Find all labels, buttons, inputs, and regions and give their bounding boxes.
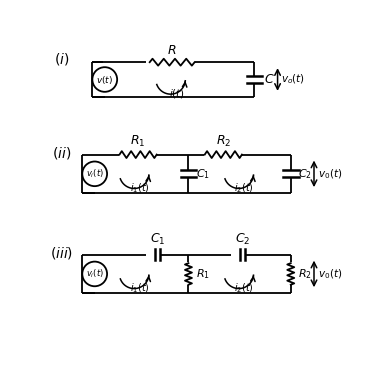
Text: $R_2$: $R_2$ [298,267,312,281]
Text: $v_i(t)$: $v_i(t)$ [86,168,104,180]
Text: $R$: $R$ [167,44,177,57]
Text: $R_2$: $R_2$ [216,134,231,149]
Text: $v_0(t)$: $v_0(t)$ [318,167,342,181]
Text: $R_1$: $R_1$ [196,267,210,281]
Text: $i_2(t)$: $i_2(t)$ [234,182,254,195]
Text: $i(t)$: $i(t)$ [169,87,185,100]
Text: $R_1$: $R_1$ [131,134,146,149]
Text: $C_2$: $C_2$ [235,232,250,247]
Text: $v_i(t)$: $v_i(t)$ [86,268,104,280]
Text: $C$: $C$ [264,73,274,86]
Text: $C_1$: $C_1$ [196,167,210,181]
Text: $C_1$: $C_1$ [150,232,165,247]
Text: $(iii)$: $(iii)$ [50,245,73,261]
Text: $v_o(t)$: $v_o(t)$ [282,73,305,86]
Text: $v(t)$: $v(t)$ [96,74,113,86]
Text: $i_2(t)$: $i_2(t)$ [234,282,254,295]
Text: $i_1(t)$: $i_1(t)$ [130,282,150,295]
Text: $(ii)$: $(ii)$ [52,144,71,161]
Text: $C_2$: $C_2$ [298,167,313,181]
Text: $(i)$: $(i)$ [54,51,70,67]
Text: $v_0(t)$: $v_0(t)$ [318,267,342,281]
Text: $i_1(t)$: $i_1(t)$ [130,182,150,195]
